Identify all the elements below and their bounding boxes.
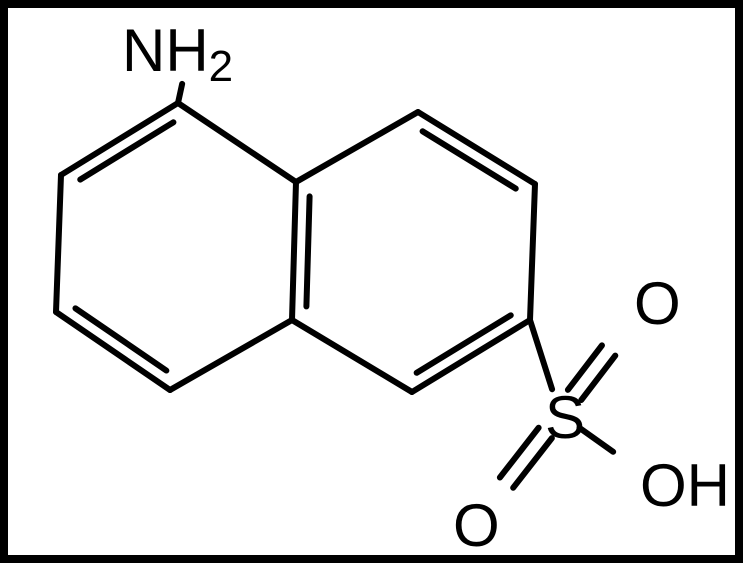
bond xyxy=(80,122,173,179)
label-nh2: NH2 xyxy=(122,17,233,91)
bond xyxy=(56,312,170,390)
bond xyxy=(500,428,539,478)
bond xyxy=(418,112,535,184)
bond xyxy=(306,196,309,306)
bond xyxy=(412,320,530,392)
bond xyxy=(178,84,182,103)
label-o1: O xyxy=(634,270,681,337)
bond xyxy=(530,320,552,389)
molecule-diagram: NH2 SO O OH xyxy=(0,0,743,574)
frame-border xyxy=(4,4,739,559)
bond xyxy=(423,131,516,188)
label-s: S xyxy=(545,384,585,451)
label-oh: OH xyxy=(640,452,730,519)
bond xyxy=(292,182,296,320)
label-o2: O xyxy=(453,492,500,559)
bond xyxy=(178,103,296,182)
bond xyxy=(170,320,292,390)
bond xyxy=(61,103,178,175)
bond xyxy=(56,175,61,312)
bond xyxy=(530,184,535,320)
bond xyxy=(417,315,511,372)
bond xyxy=(296,112,418,182)
bond xyxy=(292,320,412,392)
bond xyxy=(75,308,166,370)
